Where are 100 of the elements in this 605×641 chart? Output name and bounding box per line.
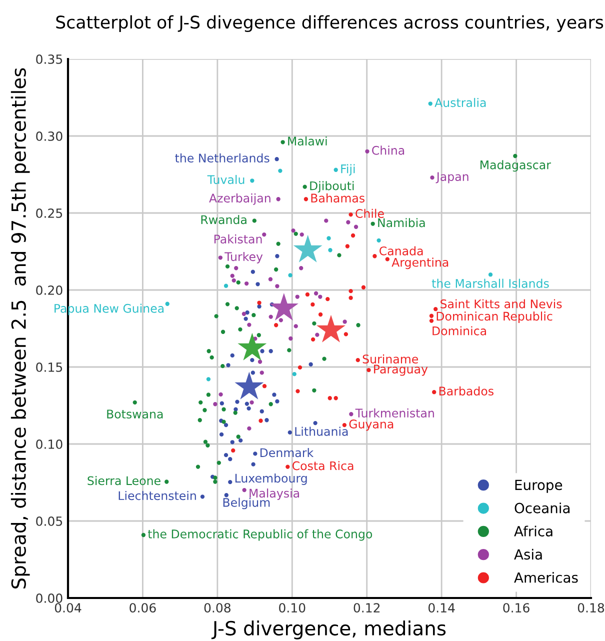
- point: [251, 462, 256, 466]
- point: [216, 460, 222, 465]
- point: [310, 337, 316, 342]
- point: [429, 314, 434, 318]
- point: [206, 377, 211, 382]
- point: [315, 332, 320, 337]
- point: [366, 368, 371, 372]
- point: [345, 244, 350, 248]
- annotation: Costa Rica: [292, 461, 354, 470]
- point: [432, 390, 436, 394]
- annotation: Rwanda: [201, 214, 246, 224]
- point: [213, 476, 218, 480]
- x-tick-label: 0.16: [503, 603, 530, 613]
- x-tick-label: 0.12: [354, 603, 380, 613]
- point: [274, 323, 278, 328]
- point: [250, 270, 255, 274]
- point: [288, 430, 292, 435]
- point: [224, 453, 228, 458]
- point: [310, 302, 315, 307]
- point: [313, 420, 318, 426]
- point: [350, 233, 356, 238]
- annotation: Australia: [434, 98, 486, 108]
- point: [235, 400, 240, 404]
- chart-title: Scatterplot of J-S divegence differences across countries, years: [56, 15, 604, 32]
- point: [275, 284, 280, 288]
- point: [236, 434, 240, 439]
- x-axis-title: J-S divergence, medians: [211, 620, 446, 640]
- point: [324, 218, 328, 223]
- point: [218, 256, 222, 260]
- annotation: Namibia: [378, 218, 425, 228]
- x-tick-label: 0.14: [428, 603, 455, 613]
- point: [210, 355, 214, 360]
- point: [230, 440, 234, 444]
- annotation: Barbados: [439, 386, 494, 396]
- point: [326, 297, 330, 302]
- point: [250, 178, 254, 183]
- point: [257, 300, 262, 305]
- point: [318, 312, 323, 317]
- point: [295, 294, 300, 299]
- point: [276, 197, 280, 202]
- point: [298, 365, 302, 370]
- annotation: Suriname: [362, 354, 418, 364]
- point: [287, 348, 292, 352]
- point: [348, 296, 353, 300]
- legend-label: Asia: [514, 548, 542, 560]
- point: [250, 358, 254, 362]
- point: [206, 392, 211, 397]
- point: [232, 278, 236, 283]
- point: [236, 280, 240, 285]
- point: [213, 402, 218, 406]
- point: [252, 218, 256, 223]
- annotation: Turkmenistan: [355, 408, 434, 418]
- point: [230, 353, 234, 358]
- point: [430, 175, 434, 180]
- point: [244, 402, 250, 406]
- point: [348, 288, 353, 294]
- point: [230, 274, 234, 278]
- point: [225, 302, 230, 306]
- y-tick-label: 0.30: [36, 131, 62, 141]
- point: [513, 154, 518, 158]
- point: [260, 349, 264, 354]
- point: [247, 322, 252, 327]
- point: [250, 400, 254, 405]
- point: [238, 327, 242, 332]
- legend-label: Africa: [514, 526, 552, 536]
- x-tick-label: 0.18: [578, 603, 604, 613]
- point: [488, 272, 493, 277]
- annotation: Saint Kitts and Nevis: [440, 299, 562, 308]
- annotation: Azerbaijan: [209, 193, 270, 205]
- legend-label: Americas: [514, 572, 578, 583]
- annotation: Belgium: [223, 498, 270, 510]
- point: [268, 314, 273, 319]
- point: [225, 264, 230, 269]
- legend-label: Oceania: [514, 502, 570, 514]
- y-tick-label: 0.10: [36, 439, 62, 449]
- point: [275, 399, 280, 404]
- point: [213, 480, 218, 484]
- point: [268, 349, 273, 354]
- point: [242, 312, 246, 316]
- legend-label: Europe: [515, 480, 562, 493]
- point: [224, 284, 228, 288]
- x-tick-label: 0.08: [204, 603, 230, 613]
- point: [278, 318, 284, 322]
- point: [280, 140, 285, 144]
- point: [292, 372, 296, 376]
- point: [203, 440, 208, 444]
- point: [305, 292, 310, 297]
- point: [262, 384, 267, 388]
- annotation: Denmark: [260, 448, 314, 458]
- point: [245, 310, 250, 315]
- point: [334, 396, 338, 400]
- point: [346, 220, 350, 224]
- annotation: Malaysia: [250, 488, 300, 500]
- point: [268, 277, 273, 282]
- annotation: Sierra Leone: [88, 476, 160, 486]
- point: [288, 273, 292, 278]
- point: [220, 364, 225, 368]
- annotation: Turkey: [224, 252, 263, 264]
- point: [296, 389, 300, 394]
- point: [247, 426, 252, 431]
